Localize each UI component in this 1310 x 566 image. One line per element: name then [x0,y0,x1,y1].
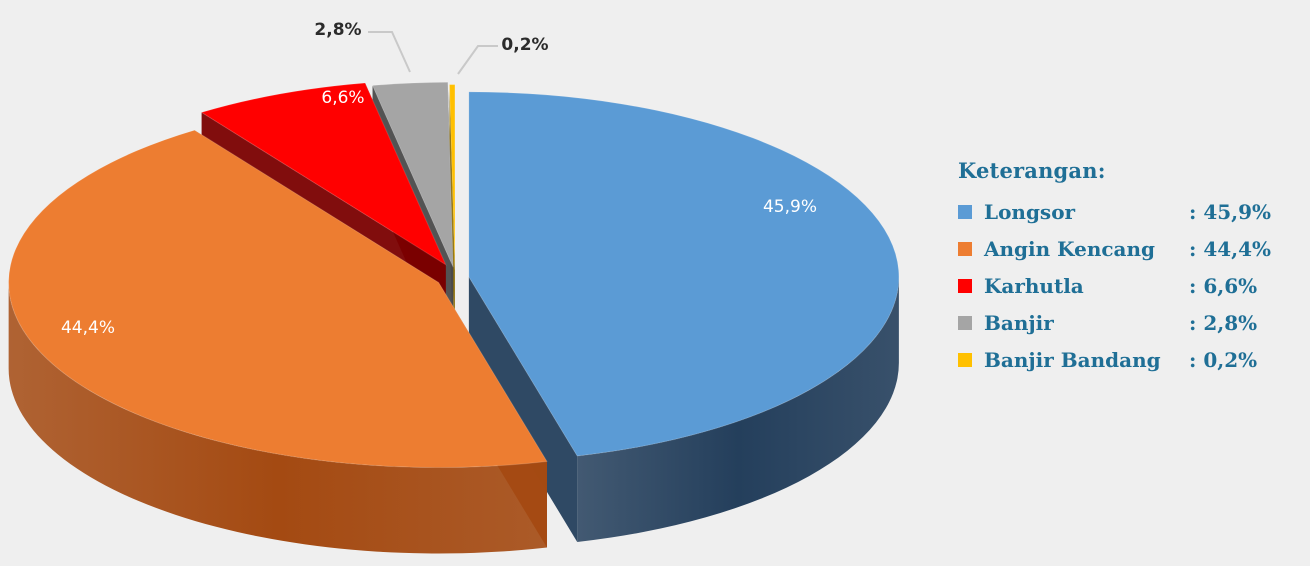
pie-slice-longsor [468,91,900,457]
data-label: 44,4% [61,318,115,338]
data-label: 6,6% [321,88,364,108]
legend-item-name: Longsor [984,199,1076,224]
legend-item-name: Karhutla [984,273,1084,298]
pie-slice-side [449,84,455,356]
legend-title: Keterangan: [958,158,1106,183]
leader-line [368,31,411,73]
legend-item-name: Banjir [984,310,1054,335]
legend-item-value: : 6,6% [1189,273,1258,298]
pie-slice-side [468,276,899,542]
data-label: 0,2% [501,35,548,55]
pie-slice-banjir-bandang [448,84,456,270]
legend-item-longsor: Longsor : 45,9% [958,193,1271,230]
legend-swatch [958,278,972,293]
legend-item-name: Angin Kencang [984,236,1156,261]
legend-swatch [958,315,972,330]
legend-item-value: : 45,9% [1189,199,1272,224]
pie-slice-angin-kencang [8,129,548,468]
legend-item-value: : 44,4% [1189,236,1272,261]
legend: Keterangan: Longsor : 45,9% Angin Kencan… [958,158,1271,378]
legend-item-angin-kencang: Angin Kencang : 44,4% [958,230,1271,267]
legend-swatch [958,352,972,367]
legend-item-banjir: Banjir : 2,8% [958,304,1271,341]
pie-slice-banjir [371,81,454,268]
legend-item-value: : 0,2% [1189,347,1258,372]
pie-chart-svg: 45,9% 44,4% 6,6% 2,8% 0,2% [8,20,900,554]
pie-chart: 45,9% 44,4% 6,6% 2,8% 0,2% [8,20,900,554]
legend-item-name: Banjir Bandang [984,347,1161,372]
data-label: 2,8% [314,20,361,40]
legend-item-value: : 2,8% [1189,310,1258,335]
data-label: 45,9% [763,197,817,217]
legend-swatch [958,204,972,219]
pie-slice-karhutla [200,82,447,267]
legend-swatch [958,241,972,256]
legend-item-karhutla: Karhutla : 6,6% [958,267,1271,304]
leader-line [457,45,498,75]
legend-item-banjir-bandang: Banjir Bandang : 0,2% [958,341,1271,378]
